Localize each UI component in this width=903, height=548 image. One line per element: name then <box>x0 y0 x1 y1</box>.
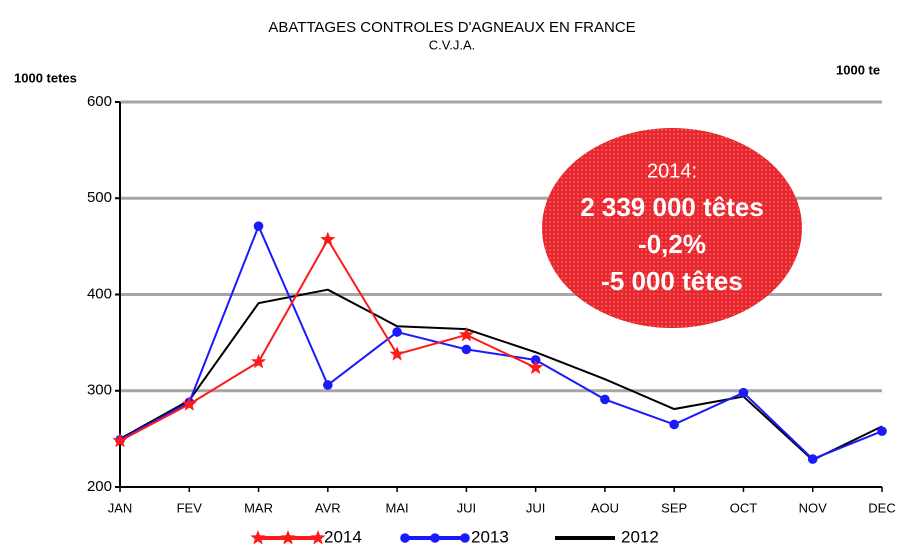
x-tick-label: FEV <box>177 500 203 515</box>
point <box>430 533 440 543</box>
x-tick-label: DEC <box>868 500 895 515</box>
y-tick-label: 500 <box>87 189 112 206</box>
x-tick-label: NOV <box>799 500 828 515</box>
point <box>461 344 472 355</box>
annotation-text: -5 000 têtes <box>601 266 743 296</box>
legend-label: 2012 <box>621 527 659 546</box>
x-tick-label: MAI <box>386 500 409 515</box>
series-line <box>119 288 883 462</box>
x-tick-label: JAN <box>108 500 133 515</box>
legend-label: 2014 <box>324 527 362 546</box>
point <box>807 454 818 464</box>
point <box>669 419 679 430</box>
y-tick-label: 600 <box>87 93 112 110</box>
point <box>392 327 402 337</box>
point <box>400 533 410 543</box>
point <box>323 380 333 390</box>
point <box>738 387 749 398</box>
point <box>181 396 197 411</box>
point <box>389 346 405 361</box>
point <box>320 231 336 247</box>
x-tick-label: AOU <box>591 500 619 515</box>
point <box>253 221 264 231</box>
point <box>600 394 610 405</box>
x-tick-label: SEP <box>661 500 687 515</box>
annotation-bubble <box>542 128 802 328</box>
point <box>528 359 544 375</box>
point <box>250 530 266 545</box>
point <box>877 426 887 436</box>
point <box>280 530 296 545</box>
x-tick-label: AVR <box>315 500 341 515</box>
annotation-text: -0,2% <box>638 229 706 259</box>
x-tick-label: OCT <box>730 500 758 515</box>
y-tick-label: 300 <box>87 382 112 399</box>
legend-label: 2013 <box>471 527 509 546</box>
x-tick-label: JUI <box>526 500 546 515</box>
x-tick-label: JUI <box>457 500 477 515</box>
point <box>310 530 326 545</box>
y-axis-label: 1000 tetes <box>14 70 77 85</box>
chart-subtitle: C.V.J.A. <box>429 37 475 52</box>
series-line <box>119 237 537 442</box>
series-line <box>119 223 883 461</box>
point <box>250 353 267 369</box>
annotation-text: 2014: <box>647 160 697 182</box>
chart-title: ABATTAGES CONTROLES D'AGNEAUX EN FRANCE <box>268 19 635 36</box>
point <box>458 326 474 342</box>
point <box>460 533 470 543</box>
point <box>112 432 128 448</box>
y-tick-label: 200 <box>87 478 112 495</box>
x-tick-label: MAR <box>244 500 273 515</box>
annotation-text: 2 339 000 têtes <box>580 192 764 222</box>
y-tick-label: 400 <box>87 285 112 302</box>
y2-axis-label: 1000 te <box>836 62 880 77</box>
